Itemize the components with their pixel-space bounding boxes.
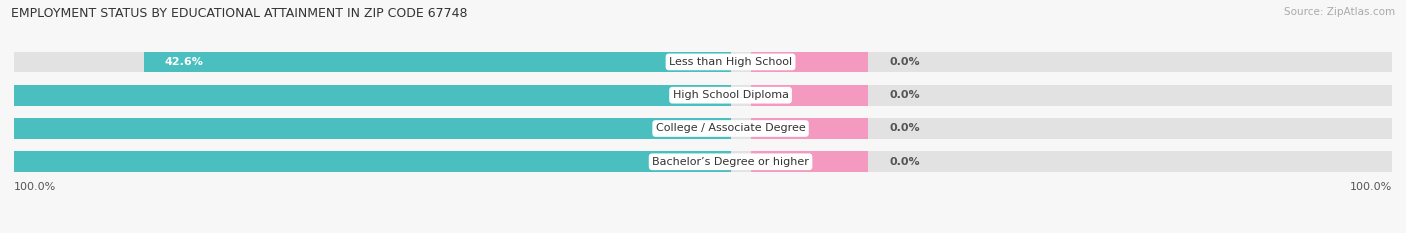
Bar <box>0 118 731 139</box>
Text: 0.0%: 0.0% <box>889 90 920 100</box>
Text: Less than High School: Less than High School <box>669 57 792 67</box>
Text: 100.0%: 100.0% <box>1350 182 1392 192</box>
Text: 0.0%: 0.0% <box>889 157 920 167</box>
Bar <box>143 51 731 72</box>
Bar <box>751 118 869 139</box>
Bar <box>14 151 1392 172</box>
Text: 0.0%: 0.0% <box>889 57 920 67</box>
Text: Bachelor’s Degree or higher: Bachelor’s Degree or higher <box>652 157 808 167</box>
Text: 100.0%: 100.0% <box>14 182 56 192</box>
Text: 42.6%: 42.6% <box>165 57 202 67</box>
Text: College / Associate Degree: College / Associate Degree <box>655 123 806 134</box>
Bar <box>751 151 869 172</box>
Text: Source: ZipAtlas.com: Source: ZipAtlas.com <box>1284 7 1395 17</box>
Text: High School Diploma: High School Diploma <box>672 90 789 100</box>
Bar <box>0 151 731 172</box>
Bar <box>14 51 1392 72</box>
Bar <box>14 85 1392 106</box>
Bar <box>751 51 869 72</box>
Bar <box>0 85 731 106</box>
Bar <box>14 118 1392 139</box>
Text: EMPLOYMENT STATUS BY EDUCATIONAL ATTAINMENT IN ZIP CODE 67748: EMPLOYMENT STATUS BY EDUCATIONAL ATTAINM… <box>11 7 468 20</box>
Bar <box>751 85 869 106</box>
Text: 0.0%: 0.0% <box>889 123 920 134</box>
